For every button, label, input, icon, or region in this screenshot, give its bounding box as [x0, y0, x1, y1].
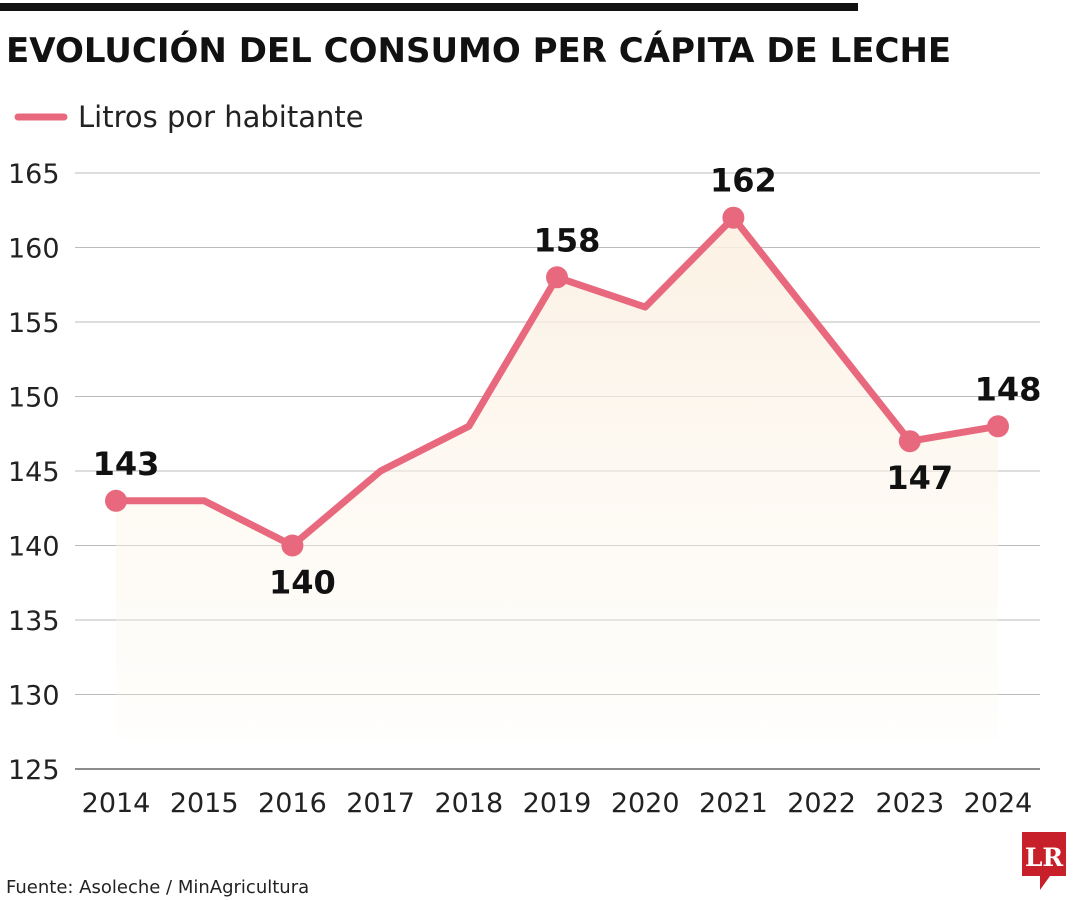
lr-logo: LR	[1022, 832, 1066, 890]
data-point-2024	[987, 415, 1009, 438]
data-point-2016	[281, 534, 304, 557]
area-fill	[116, 217, 998, 740]
y-tick-label: 135	[8, 606, 60, 637]
y-tick-label: 140	[8, 532, 60, 563]
data-label-2024: 148	[975, 370, 1042, 408]
source-note: Fuente: Asoleche / MinAgricultura	[6, 877, 309, 898]
data-point-2021	[722, 206, 745, 229]
data-label-2021: 162	[710, 162, 777, 200]
y-tick-label: 150	[8, 383, 60, 414]
data-label-2016: 140	[269, 564, 336, 602]
data-label-2014: 143	[93, 445, 160, 483]
data-point-2023	[898, 430, 921, 453]
x-tick-label: 2016	[258, 788, 327, 819]
x-tick-label: 2015	[170, 788, 239, 819]
x-tick-label: 2019	[523, 788, 592, 819]
chart-title: EVOLUCIÓN DEL CONSUMO PER CÁPITA DE LECH…	[6, 30, 951, 71]
y-tick-label: 160	[8, 234, 60, 265]
svg-text:LR: LR	[1025, 843, 1064, 872]
legend-label: Litros por habitante	[78, 100, 364, 134]
x-tick-label: 2021	[699, 788, 768, 819]
data-point-2014	[105, 489, 127, 512]
x-tick-label: 2022	[787, 788, 856, 819]
y-tick-label: 145	[8, 457, 60, 488]
top-bar	[0, 3, 858, 11]
y-tick-label: 125	[8, 755, 60, 786]
x-tick-label: 2017	[346, 788, 415, 819]
x-tick-label: 2023	[875, 788, 944, 819]
data-label-2023: 147	[886, 459, 953, 497]
x-tick-label: 2020	[611, 788, 680, 819]
data-label-2019: 158	[534, 221, 601, 259]
y-tick-label: 155	[8, 308, 60, 339]
x-tick-label: 2018	[434, 788, 503, 819]
x-tick-label: 2014	[82, 788, 151, 819]
y-tick-label: 130	[8, 681, 60, 712]
data-point-2019	[546, 266, 568, 289]
x-tick-label: 2024	[964, 788, 1033, 819]
y-tick-label: 165	[8, 159, 60, 190]
